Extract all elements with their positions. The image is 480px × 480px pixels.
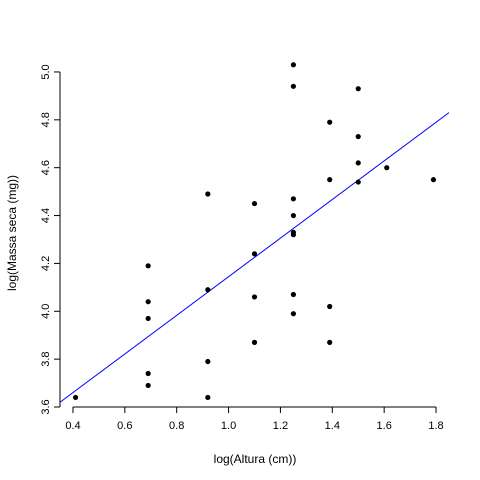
y-tick-label: 4.0 <box>40 304 52 319</box>
data-points <box>72 62 437 401</box>
data-point <box>145 263 151 269</box>
y-tick-label: 4.2 <box>40 256 52 271</box>
data-point <box>145 370 151 377</box>
y-ticks: 3.6 3.8 4.0 4.2 4.4 4.6 4.8 5.0 <box>40 64 60 415</box>
data-point <box>290 62 296 68</box>
x-ticks: 0.4 0.6 0.8 1.0 1.2 1.4 1.6 1.8 <box>65 407 444 432</box>
data-point <box>205 287 211 293</box>
data-point <box>355 86 361 92</box>
data-point <box>327 177 333 183</box>
data-point <box>72 394 79 401</box>
data-point <box>430 177 437 183</box>
y-tick-label: 3.8 <box>40 351 52 366</box>
x-tick-label: 0.4 <box>65 420 80 432</box>
data-point <box>145 315 151 322</box>
y-tick-label: 4.4 <box>40 208 52 223</box>
y-axis-label: log(Massa seca (mg)) <box>5 175 19 291</box>
y-tick-label: 3.6 <box>40 399 52 414</box>
data-point <box>290 196 296 202</box>
regression-line <box>59 112 450 403</box>
data-point <box>384 165 390 171</box>
x-tick-label: 1.0 <box>221 420 236 432</box>
data-point <box>355 160 361 166</box>
data-point <box>251 251 258 257</box>
data-point <box>355 133 361 140</box>
data-point <box>290 212 296 219</box>
x-tick-label: 0.8 <box>169 420 184 432</box>
data-point <box>355 179 361 185</box>
x-tick-label: 0.6 <box>117 420 132 432</box>
data-point <box>145 299 151 305</box>
x-tick-label: 1.4 <box>325 420 340 432</box>
y-tick-label: 4.8 <box>40 112 52 127</box>
x-tick-label: 1.6 <box>377 420 392 432</box>
axes <box>59 71 437 408</box>
data-point <box>327 339 333 345</box>
x-tick-label: 1.2 <box>273 420 288 432</box>
data-point <box>290 311 296 317</box>
x-axis-label: log(Altura (cm)) <box>214 452 297 466</box>
data-point <box>290 83 296 89</box>
data-point <box>145 382 151 389</box>
y-tick-label: 4.6 <box>40 160 52 175</box>
data-point <box>327 303 333 310</box>
data-point <box>251 200 258 207</box>
data-point <box>205 358 211 365</box>
y-tick-label: 5.0 <box>40 64 52 79</box>
data-point <box>251 294 258 300</box>
x-tick-label: 1.8 <box>428 420 443 432</box>
data-point <box>327 119 333 125</box>
data-point <box>251 339 258 345</box>
data-point <box>205 191 211 197</box>
data-point <box>290 291 296 298</box>
data-point <box>290 229 296 235</box>
data-point <box>205 394 211 401</box>
